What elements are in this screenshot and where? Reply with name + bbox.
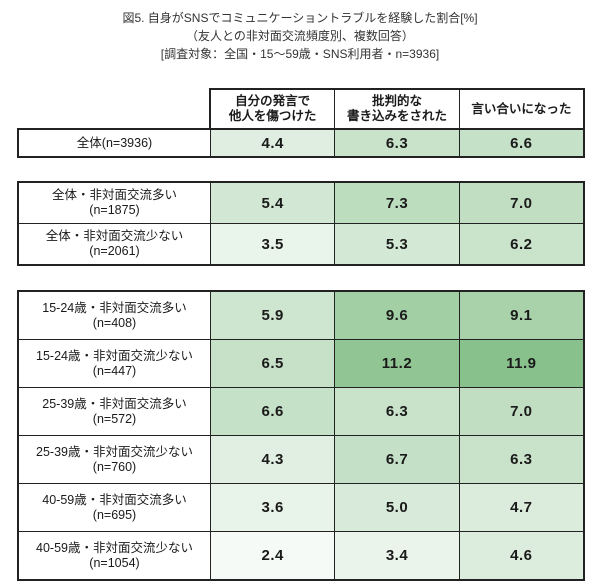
table-blocks: 全体(n=3936) 4.4 6.3 6.6 全体・非対面交流多い (n=1875) 5.4… [17,128,585,581]
value-cell: 3.5 [211,224,335,264]
value-cell: 6.3 [334,388,459,435]
row-label-line2: (n=760) [92,459,137,474]
value-cell: 11.2 [334,340,459,387]
value-cell: 11.9 [458,340,583,387]
row-label-line2: (n=408) [92,315,137,330]
column-header: 言い合いになった [458,90,583,128]
value-cell: 7.0 [458,183,583,223]
row-label-line1: 25-39歳・非対面交流多い [42,396,187,411]
row-label-line2: (n=1054) [89,555,140,570]
figure-title-line3: [調査対象：全国・15〜59歳・SNS利用者・n=3936] [160,47,440,61]
value-cell: 6.3 [334,130,459,156]
row-label-line1: 15-24歳・非対面交流少ない [36,348,193,363]
value-cell: 3.4 [334,532,459,579]
row-label-line1: 全体(n=3936) [76,135,153,150]
value-cell: 6.6 [211,388,335,435]
column-header: 批判的な 書き込みをされた [334,90,458,128]
row-label-line1: 40-59歳・非対面交流多い [42,492,187,507]
figure-title-line2: （友人との非対面交流頻度別、複数回答） [186,29,414,43]
table-row: 25-39歳・非対面交流多い (n=572) 6.6 6.3 7.0 [19,387,583,435]
row-label-line1: 40-59歳・非対面交流少ない [36,540,193,555]
column-header-line: 他人を傷つけた [228,109,317,123]
value-cell: 7.3 [334,183,459,223]
row-label: 40-59歳・非対面交流多い (n=695) [19,484,211,531]
value-cell: 5.4 [211,183,335,223]
figure-title-line1: 図5. 自身がSNSでコミュニケーショントラブルを経験した割合[%] [122,11,478,25]
column-header-line: 自分の発言で [235,94,311,108]
row-label: 15-24歳・非対面交流多い (n=408) [19,292,211,339]
table-block: 全体(n=3936) 4.4 6.3 6.6 [17,128,585,158]
column-header-line: 言い合いになった [471,101,572,116]
value-cell: 4.7 [458,484,583,531]
column-headers: 自分の発言で 他人を傷つけた 批判的な 書き込みをされた 言い合いになった [209,88,585,130]
row-label-line1: 全体・非対面交流少ない [45,229,184,243]
value-cell: 4.4 [211,130,335,156]
row-label-line1: 全体・非対面交流多い [51,188,177,202]
table-row: 25-39歳・非対面交流少ない (n=760) 4.3 6.7 6.3 [19,435,583,483]
value-cell: 4.3 [211,436,335,483]
row-label-line2: (n=2061) [89,244,140,258]
value-cell: 4.6 [458,532,583,579]
table-row: 40-59歳・非対面交流多い (n=695) 3.6 5.0 4.7 [19,483,583,531]
row-label: 40-59歳・非対面交流少ない (n=1054) [19,532,211,579]
row-label: 25-39歳・非対面交流少ない (n=760) [19,436,211,483]
table-row: 15-24歳・非対面交流多い (n=408) 5.9 9.6 9.1 [19,292,583,339]
row-label-line2: (n=1875) [89,203,140,217]
table-row: 全体・非対面交流少ない (n=2061) 3.5 5.3 6.2 [19,223,583,264]
table-block: 15-24歳・非対面交流多い (n=408) 5.9 9.6 9.1 15-24歳・非対面… [17,290,585,581]
value-cell: 6.7 [334,436,459,483]
value-cell: 6.2 [458,224,583,264]
results-table: 自分の発言で 他人を傷つけた 批判的な 書き込みをされた 言い合いになった 全体(n=3… [17,88,585,581]
value-cell: 7.0 [458,388,583,435]
row-label: 全体(n=3936) [19,130,211,156]
row-label-line1: 15-24歳・非対面交流多い [42,300,187,315]
value-cell: 9.1 [458,292,583,339]
row-label: 25-39歳・非対面交流多い (n=572) [19,388,211,435]
table-block: 全体・非対面交流多い (n=1875) 5.4 7.3 7.0 全体・非対面交流少ない (n… [17,181,585,266]
table-row: 15-24歳・非対面交流少ない (n=447) 6.5 11.2 11.9 [19,339,583,387]
figure-title: 図5. 自身がSNSでコミュニケーショントラブルを経験した割合[%] （友人との… [0,0,600,63]
value-cell: 5.9 [211,292,335,339]
value-cell: 2.4 [211,532,335,579]
row-label: 全体・非対面交流多い (n=1875) [19,183,211,223]
row-label-line1: 25-39歳・非対面交流少ない [36,444,193,459]
value-cell: 6.3 [458,436,583,483]
value-cell: 9.6 [334,292,459,339]
column-header: 自分の発言で 他人を傷つけた [211,90,334,128]
row-label-line2: (n=572) [92,411,137,426]
value-cell: 6.6 [458,130,583,156]
value-cell: 3.6 [211,484,335,531]
value-cell: 5.0 [334,484,459,531]
row-label-line2: (n=447) [92,363,137,378]
row-label-line2: (n=695) [92,507,137,522]
value-cell: 6.5 [211,340,335,387]
table-row: 全体・非対面交流多い (n=1875) 5.4 7.3 7.0 [19,183,583,223]
column-header-line: 批判的な [371,94,422,108]
value-cell: 5.3 [334,224,459,264]
column-header-line: 書き込みをされた [346,109,447,123]
table-row: 全体(n=3936) 4.4 6.3 6.6 [19,130,583,156]
row-label: 15-24歳・非対面交流少ない (n=447) [19,340,211,387]
row-label: 全体・非対面交流少ない (n=2061) [19,224,211,264]
table-row: 40-59歳・非対面交流少ない (n=1054) 2.4 3.4 4.6 [19,531,583,579]
